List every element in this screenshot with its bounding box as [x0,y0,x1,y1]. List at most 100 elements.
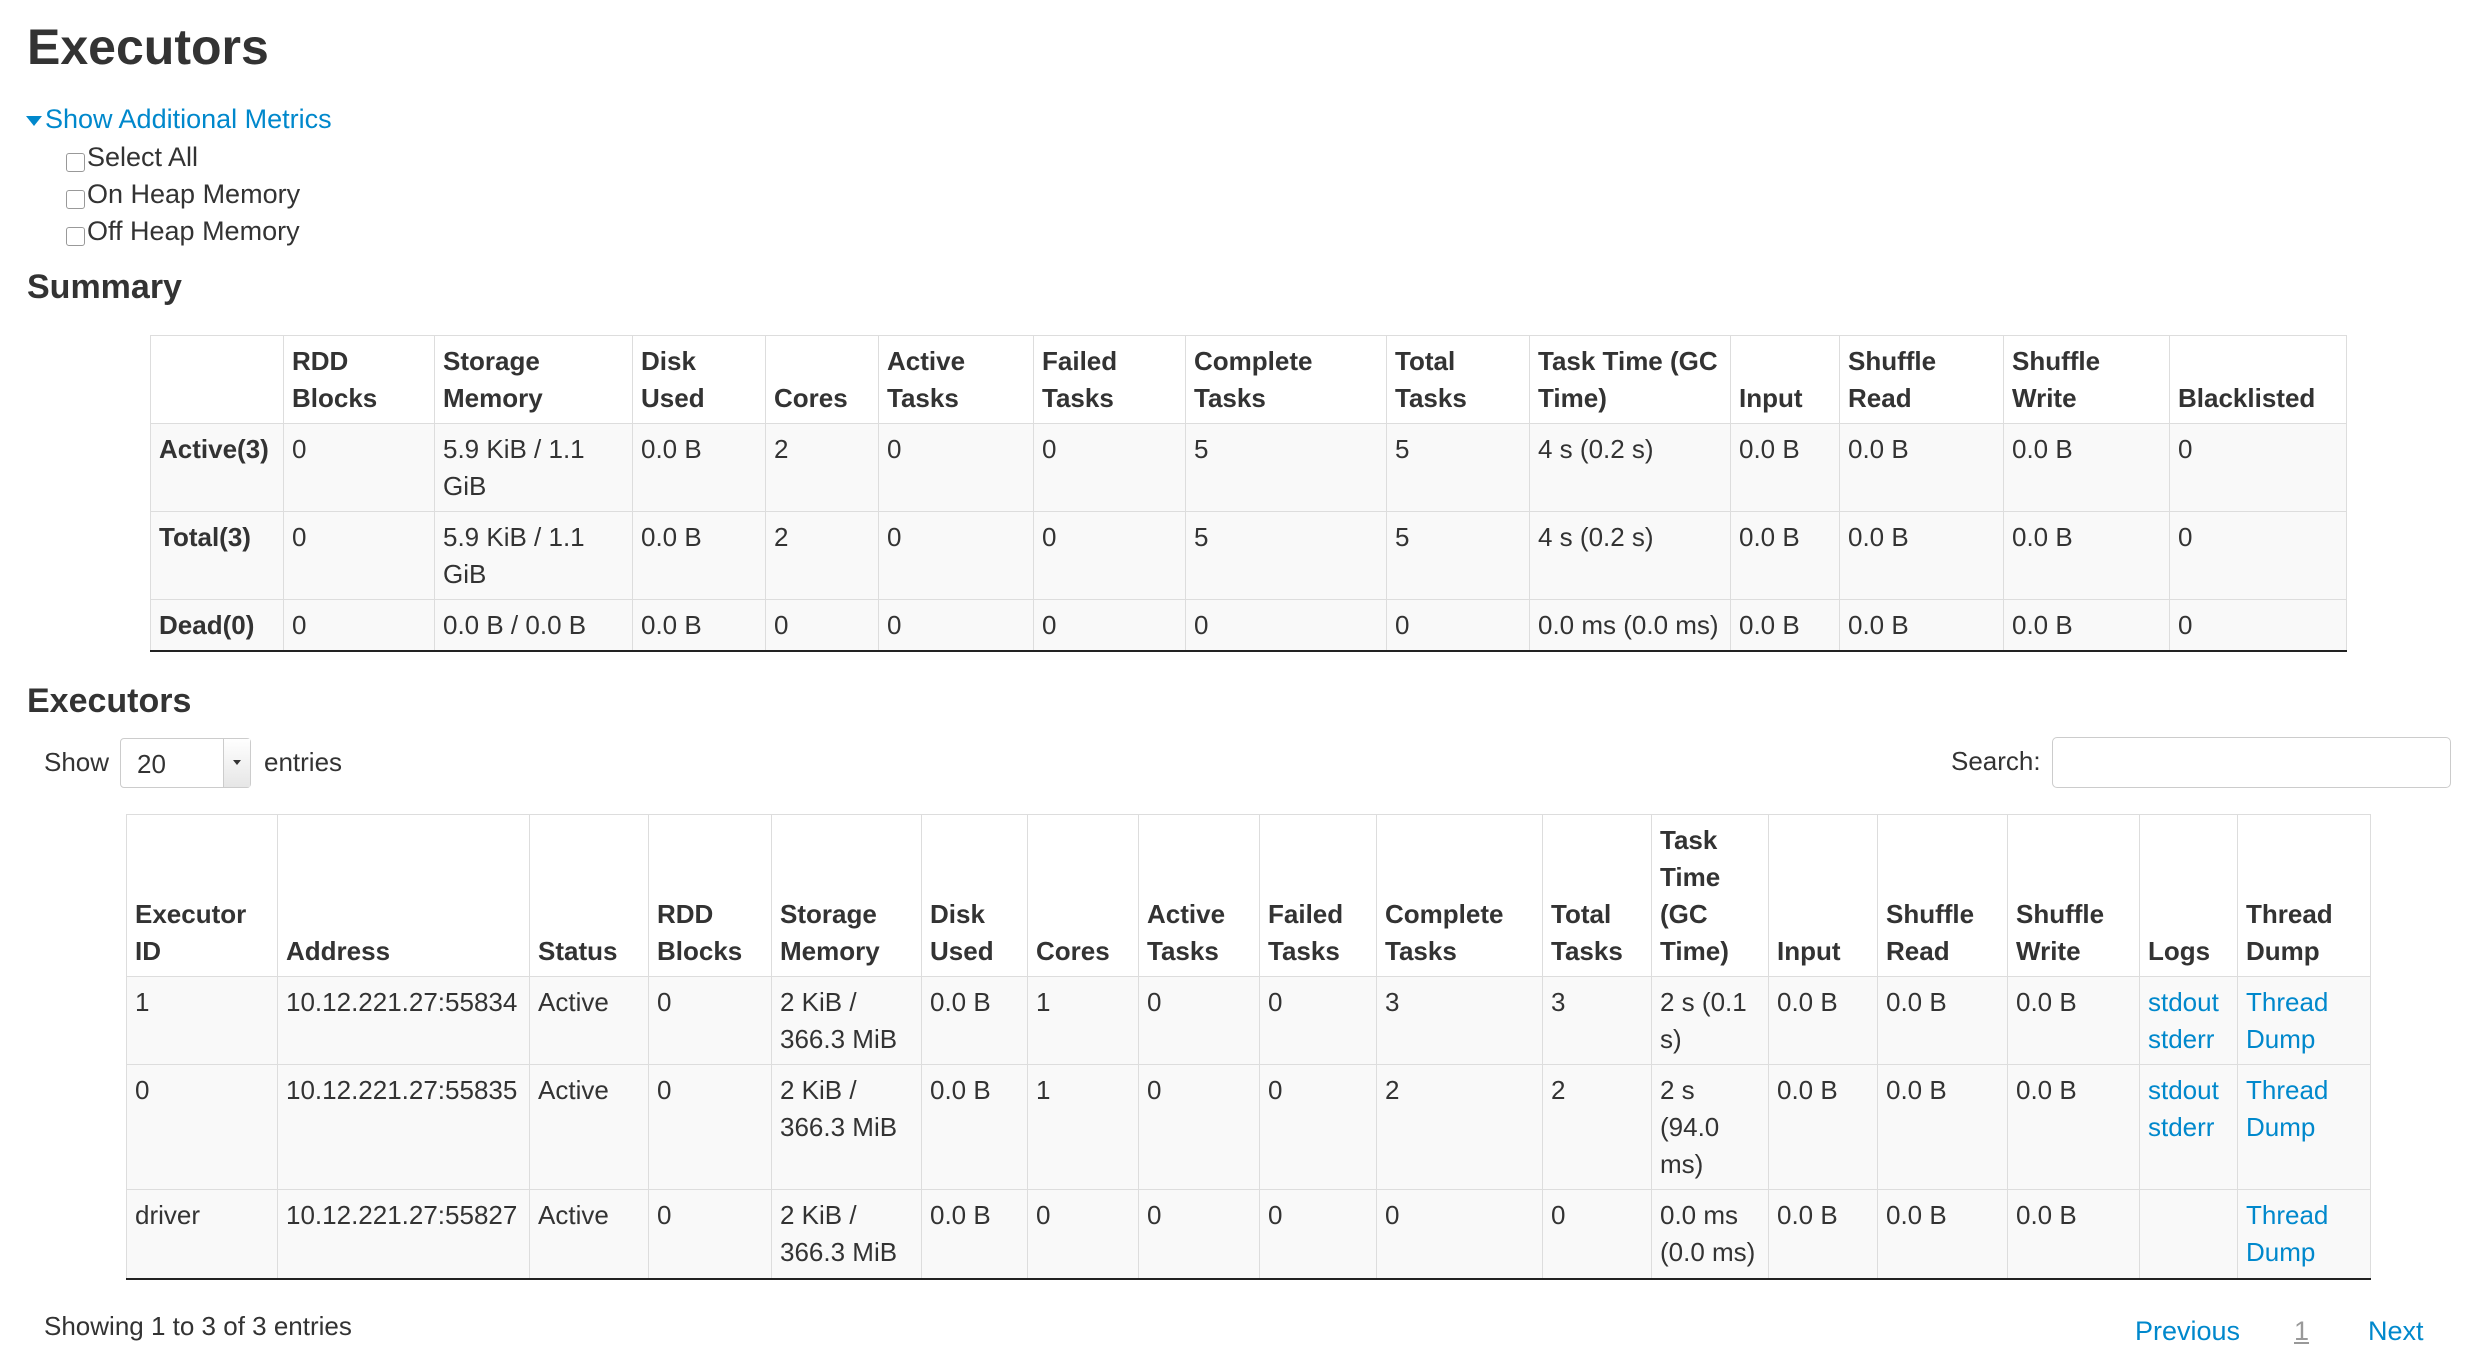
cell-task-time-gc-time: 2 s (0.1 s) [1651,976,1769,1065]
cell-cores: 2 [765,423,879,512]
cell-task-time-gc-time: 2 s (94.0 ms) [1651,1064,1769,1190]
header-status[interactable]: Status [529,814,649,977]
header-active-tasks[interactable]: Active Tasks [1138,814,1260,977]
header-storage-memory[interactable]: Storage Memory [434,335,633,424]
table-row: 0 10.12.221.27:55835 Active 0 2 KiB / 366.3 … [126,1064,2371,1190]
cell-shuffle-read: 0.0 B [1839,599,2004,652]
header-complete-tasks[interactable]: Complete Tasks [1376,814,1543,977]
show-additional-metrics-toggle[interactable]: Show Additional Metrics [26,101,332,138]
header-complete-tasks[interactable]: Complete Tasks [1185,335,1387,424]
header-failed-tasks[interactable]: Failed Tasks [1259,814,1377,977]
cell-disk-used: 0.0 B [921,1189,1028,1280]
cell-cores: 0 [1027,1189,1139,1280]
cell-disk-used: 0.0 B [921,976,1028,1065]
cell-shuffle-write: 0.0 B [2007,1189,2140,1280]
search-input[interactable] [2052,737,2451,788]
cell-total-tasks: 0 [1542,1189,1652,1280]
cell-executor-id: driver [126,1189,278,1280]
header-rdd-blocks[interactable]: RDD Blocks [283,335,435,424]
header-storage-memory[interactable]: Storage Memory [771,814,922,977]
cell-rdd-blocks: 0 [648,1189,772,1280]
header-total-tasks[interactable]: Total Tasks [1386,335,1530,424]
cell-active-tasks: 0 [1138,1189,1260,1280]
row-label: Total(3) [150,511,284,600]
header-failed-tasks[interactable]: Failed Tasks [1033,335,1186,424]
cell-cores: 1 [1027,976,1139,1065]
checkbox-off-heap-memory[interactable] [66,227,85,246]
cell-complete-tasks: 0 [1376,1189,1543,1280]
header-active-tasks[interactable]: Active Tasks [878,335,1034,424]
cell-failed-tasks: 0 [1033,511,1186,600]
header-rdd-blocks[interactable]: RDD Blocks [648,814,772,977]
checkbox-select-all[interactable] [66,153,85,172]
cell-shuffle-write: 0.0 B [2003,511,2170,600]
cell-blacklisted: 0 [2169,423,2347,512]
triangle-down-icon [26,115,42,126]
cell-active-tasks: 0 [878,599,1034,652]
cell-storage-memory: 2 KiB / 366.3 MiB [771,1189,922,1280]
header-logs[interactable]: Logs [2139,814,2238,977]
header-cores[interactable]: Cores [1027,814,1139,977]
cell-complete-tasks: 5 [1185,423,1387,512]
cell-input: 0.0 B [1730,599,1840,652]
log-link-stderr[interactable]: stderr [2148,1024,2215,1054]
cell-total-tasks: 0 [1386,599,1530,652]
header-shuffle-read[interactable]: Shuffle Read [1877,814,2008,977]
cell-task-time-gc-time: 0.0 ms (0.0 ms) [1651,1189,1769,1280]
header-shuffle-write[interactable]: Shuffle Write [2003,335,2170,424]
header-cores[interactable]: Cores [765,335,879,424]
checkbox-on-heap-memory[interactable] [66,190,85,209]
header-blank[interactable] [150,335,284,424]
header-shuffle-read[interactable]: Shuffle Read [1839,335,2004,424]
row-label: Active(3) [150,423,284,512]
cell-input: 0.0 B [1768,1064,1878,1190]
header-task-time-gc-time[interactable]: Task Time (GC Time) [1529,335,1731,424]
header-shuffle-write[interactable]: Shuffle Write [2007,814,2140,977]
cell-total-tasks: 5 [1386,423,1530,512]
next-page-button[interactable]: Next [2368,1316,2424,1346]
header-task-time-gc-time[interactable]: Task Time (GC Time) [1651,814,1769,977]
chevron-down-icon[interactable] [223,739,250,787]
cell-cores: 1 [1027,1064,1139,1190]
executors-table: Executor ID Address Status RDD Blocks Storag… [126,814,2371,1280]
thread-dump-link[interactable]: Thread Dump [2246,1075,2329,1142]
search-label: Search: [1951,746,2041,776]
page-size-select[interactable]: 20 [120,738,251,788]
log-link-stdout[interactable]: stdout [2148,987,2219,1017]
page-size-value: 20 [137,749,166,779]
on-heap-memory-option[interactable]: On Heap Memory [66,176,300,213]
cell-thread-dump: Thread Dump [2237,1189,2371,1280]
cell-shuffle-write: 0.0 B [2003,423,2170,512]
cell-rdd-blocks: 0 [283,423,435,512]
cell-task-time-gc-time: 0.0 ms (0.0 ms) [1529,599,1731,652]
thread-dump-link[interactable]: Thread Dump [2246,987,2329,1054]
summary-table: RDD Blocks Storage Memory Disk Used Cores Ac… [150,335,2347,652]
header-total-tasks[interactable]: Total Tasks [1542,814,1652,977]
page-1-button[interactable]: 1 [2294,1316,2310,1346]
thread-dump-link[interactable]: Thread Dump [2246,1200,2329,1267]
show-label: Show [44,747,110,777]
header-blacklisted[interactable]: Blacklisted [2169,335,2347,424]
log-link-stdout[interactable]: stdout [2148,1075,2219,1105]
cell-thread-dump: Thread Dump [2237,1064,2371,1190]
cell-disk-used: 0.0 B [632,599,766,652]
cell-complete-tasks: 2 [1376,1064,1543,1190]
previous-page-button[interactable]: Previous [2135,1316,2241,1346]
cell-blacklisted: 0 [2169,599,2347,652]
header-executor-id[interactable]: Executor ID [126,814,278,977]
header-thread-dump[interactable]: Thread Dump [2237,814,2371,977]
header-disk-used[interactable]: Disk Used [632,335,766,424]
log-link-stderr[interactable]: stderr [2148,1112,2215,1142]
header-input[interactable]: Input [1730,335,1840,424]
off-heap-memory-option[interactable]: Off Heap Memory [66,213,300,250]
table-row: driver 10.12.221.27:55827 Active 0 2 KiB / 3… [126,1189,2371,1280]
cell-total-tasks: 5 [1386,511,1530,600]
select-all-option[interactable]: Select All [66,139,198,176]
header-address[interactable]: Address [277,814,530,977]
header-disk-used[interactable]: Disk Used [921,814,1028,977]
cell-shuffle-read: 0.0 B [1839,511,2004,600]
option-label: Off Heap Memory [87,216,300,246]
header-input[interactable]: Input [1768,814,1878,977]
cell-shuffle-write: 0.0 B [2007,1064,2140,1190]
cell-complete-tasks: 5 [1185,511,1387,600]
